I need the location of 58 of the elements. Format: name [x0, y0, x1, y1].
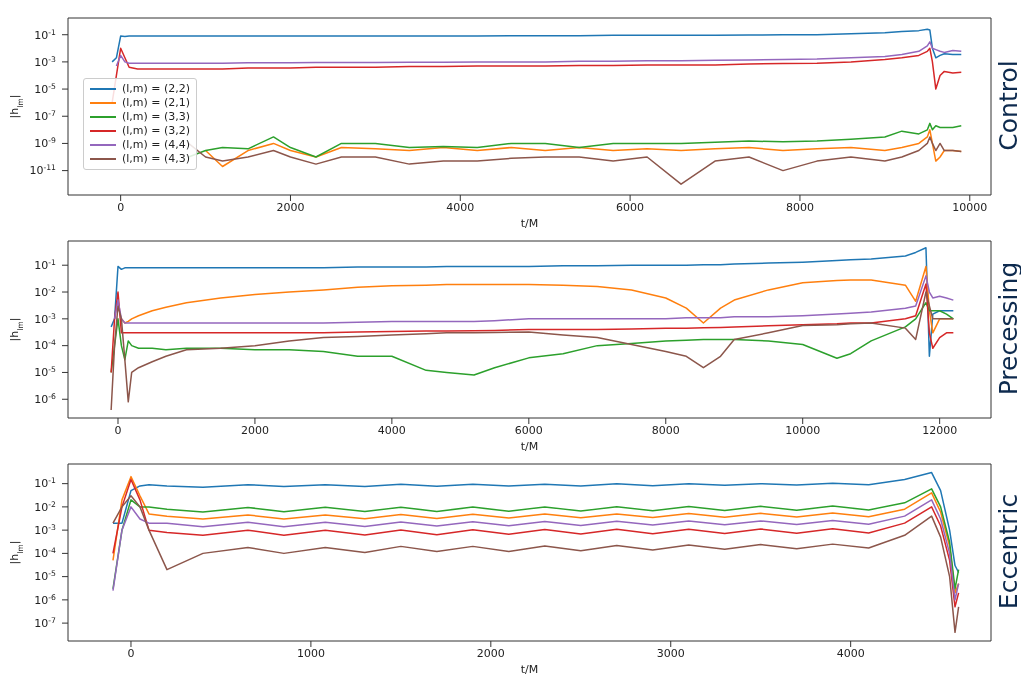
legend-label: (l,m) = (2,2): [122, 82, 191, 96]
x-tick-label: 0: [127, 646, 135, 660]
y-tick-label: 10$^{-1}$: [34, 27, 57, 42]
y-tick-label: 10$^{-9}$: [34, 135, 57, 151]
line-series: [113, 275, 955, 324]
legend-label: (l,m) = (3,3): [122, 110, 191, 124]
x-tick-label: 3000: [656, 646, 685, 660]
y-tick-label: 10$^{-6}$: [34, 391, 57, 407]
legend-label: (l,m) = (4,4): [122, 138, 191, 152]
y-tick-label: 10$^{-5}$: [34, 364, 57, 380]
x-tick-label: 4000: [446, 200, 475, 214]
x-tick-label: 12000: [922, 423, 958, 437]
line-series: [110, 283, 955, 374]
line-series: [112, 495, 960, 634]
y-tick-label: 10$^{-7}$: [34, 615, 57, 630]
y-tick-label: 10$^{-3}$: [34, 311, 57, 326]
y-tick-label: 10$^{-5}$: [34, 568, 57, 584]
y-tick-label: 10$^{-5}$: [34, 81, 57, 96]
line-series: [112, 471, 960, 574]
legend-label: (l,m) = (3,2): [122, 124, 191, 138]
legend-label: (l,m) = (2,1): [122, 96, 191, 110]
y-tick-label: 10$^{-1}$: [34, 257, 57, 273]
y-tick-label: 10$^{-4}$: [34, 545, 57, 561]
line-series: [115, 41, 963, 67]
x-tick-label: 10000: [785, 423, 821, 437]
line-series: [111, 28, 963, 63]
y-tick-label: 10$^{-11}$: [29, 162, 57, 178]
line-series: [110, 246, 955, 358]
text: Eccentric: [994, 493, 1023, 610]
y-tick-label: 10$^{-6}$: [34, 592, 57, 607]
y-tick-label: 10$^{-2}$: [34, 499, 57, 514]
y-tick-label: 10$^{-7}$: [34, 108, 57, 124]
x-tick-label: 6000: [514, 423, 543, 437]
x-tick-label: 0: [114, 423, 122, 437]
line-series: [110, 301, 955, 376]
y-tick-label: 10$^{-4}$: [34, 337, 57, 353]
x-axis-title: t/M: [520, 663, 539, 676]
x-tick-label: 8000: [785, 200, 814, 214]
x-tick-label: 4000: [377, 423, 406, 437]
y-tick-label: 10$^{-3}$: [34, 54, 57, 69]
x-tick-label: 6000: [616, 200, 645, 214]
x-tick-label: 2000: [276, 200, 305, 214]
x-axis-title: t/M: [520, 440, 539, 453]
line-series: [112, 499, 960, 601]
x-tick-label: 2000: [476, 646, 505, 660]
y-tick-label: 10$^{-2}$: [34, 284, 57, 299]
x-tick-label: 2000: [240, 423, 269, 437]
x-tick-label: 8000: [651, 423, 680, 437]
x-tick-label: 0: [117, 200, 125, 214]
x-tick-label: 1000: [296, 646, 325, 660]
x-tick-label: 10000: [952, 200, 988, 214]
text: Control: [994, 60, 1023, 151]
x-tick-label: 4000: [836, 646, 865, 660]
line-series: [110, 291, 955, 411]
x-axis-title: t/M: [520, 217, 539, 230]
y-tick-label: 10$^{-1}$: [34, 475, 57, 491]
legend-label: (l,m) = (4,3): [122, 152, 191, 166]
y-tick-label: 10$^{-3}$: [34, 522, 57, 537]
